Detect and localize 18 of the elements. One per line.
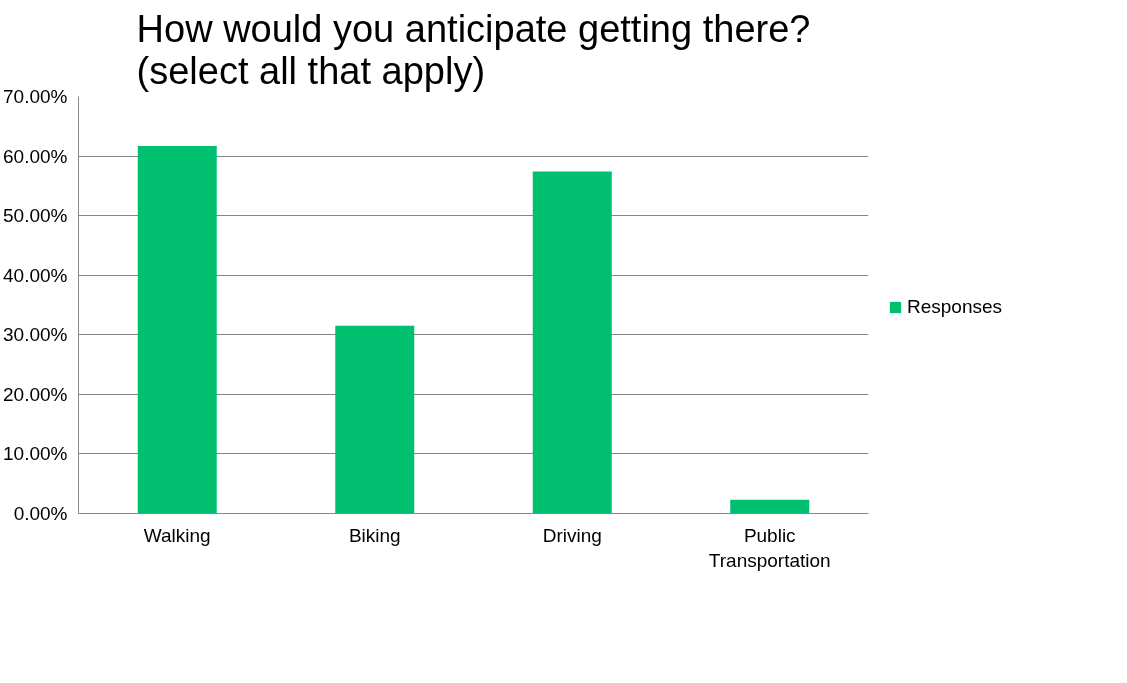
x-tick-label: Biking bbox=[348, 524, 401, 546]
y-tick-label: 60.00% bbox=[3, 145, 68, 167]
x-tick-label: Public Transportation bbox=[708, 524, 831, 571]
bar bbox=[335, 325, 415, 514]
chart-title: How would you anticipate getting there? (select all that apply) bbox=[136, 7, 811, 92]
y-tick-label: 40.00% bbox=[3, 264, 68, 286]
x-tick-label: Driving bbox=[542, 524, 602, 546]
bar bbox=[137, 145, 217, 514]
y-tick-label: 50.00% bbox=[3, 205, 68, 227]
y-tick-label: 0.00% bbox=[13, 503, 68, 524]
bar bbox=[532, 171, 612, 514]
x-tick-label: Walking bbox=[143, 524, 211, 546]
y-tick-label: 10.00% bbox=[3, 443, 68, 465]
legend-label: Responses bbox=[907, 296, 1003, 318]
y-tick-label: 30.00% bbox=[3, 324, 68, 346]
y-tick-label: 20.00% bbox=[3, 383, 68, 405]
bar bbox=[730, 499, 810, 514]
y-tick-label: 70.00% bbox=[3, 86, 68, 107]
